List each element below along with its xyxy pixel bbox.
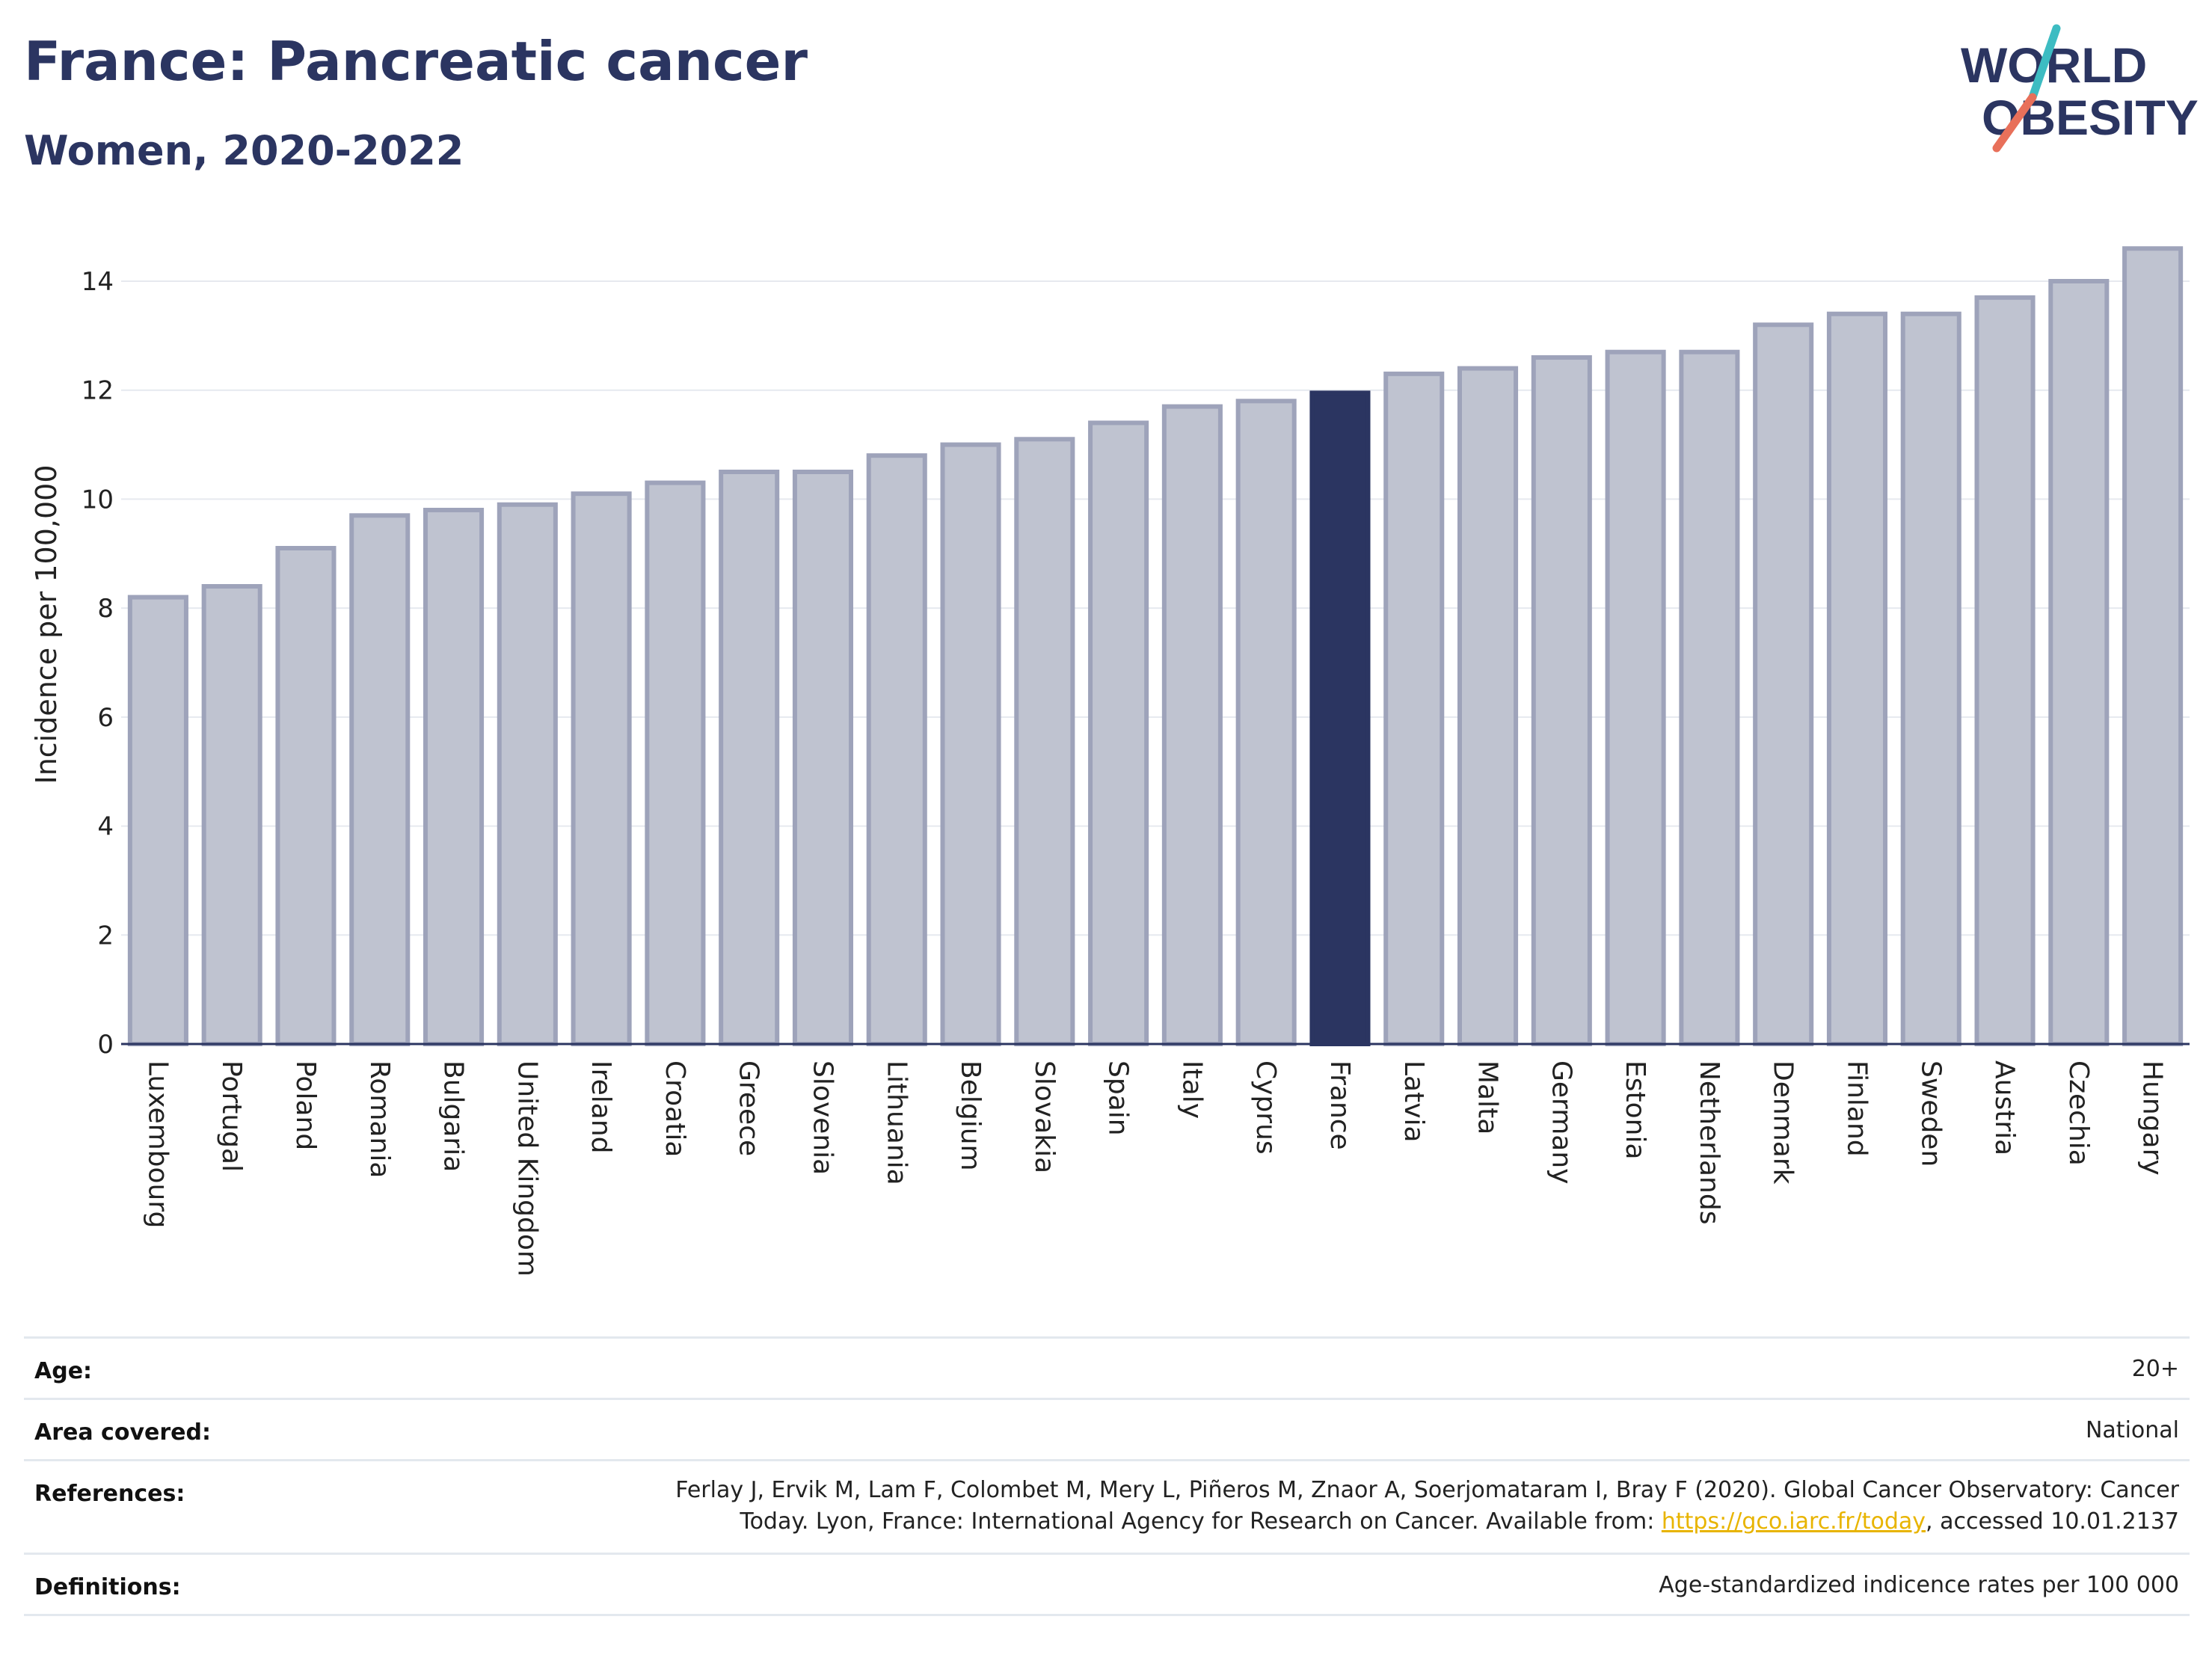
- x-tick-label: Ireland: [586, 1060, 616, 1154]
- info-table-bottom-border: [24, 1614, 2190, 1616]
- world-obesity-logo: WORLD OBESITY: [1961, 24, 2199, 153]
- chart-subtitle: Women, 2020-2022: [24, 127, 464, 174]
- y-tick-label: 6: [97, 703, 114, 733]
- bar-germany[interactable]: [1531, 355, 1592, 1046]
- bar-estonia[interactable]: [1605, 349, 1666, 1046]
- x-tick-label: Greece: [734, 1060, 764, 1156]
- bar-greece[interactable]: [719, 470, 780, 1046]
- y-tick-label: 10: [82, 485, 114, 515]
- bar-spain[interactable]: [1088, 420, 1149, 1046]
- references-line-2-pre: Today. Lyon, France: International Agenc…: [740, 1508, 1662, 1535]
- x-tick-label: Finland: [1841, 1060, 1872, 1157]
- bar-denmark[interactable]: [1753, 322, 1814, 1046]
- x-tick-label: Sweden: [1915, 1060, 1946, 1167]
- x-tick-label: Romania: [364, 1060, 395, 1178]
- bars: [127, 246, 2184, 1047]
- y-tick-label: 14: [82, 267, 114, 297]
- bar-romania[interactable]: [349, 513, 411, 1046]
- x-tick-label: Portugal: [216, 1060, 247, 1172]
- references-link[interactable]: https://gco.iarc.fr/today: [1661, 1508, 1926, 1535]
- y-tick-label: 8: [97, 594, 114, 624]
- x-tick-label: Estonia: [1620, 1060, 1650, 1160]
- x-tick-label: United Kingdom: [511, 1060, 542, 1277]
- bar-austria[interactable]: [1974, 295, 2036, 1047]
- bar-belgium[interactable]: [940, 442, 1001, 1046]
- bar-malta[interactable]: [1457, 366, 1519, 1047]
- bar-croatia[interactable]: [645, 480, 706, 1046]
- bar-cyprus[interactable]: [1235, 399, 1297, 1046]
- bar-latvia[interactable]: [1383, 371, 1445, 1047]
- x-tick-label: Netherlands: [1694, 1060, 1724, 1224]
- x-tick-label: Spain: [1103, 1060, 1134, 1136]
- x-tick-label: Italy: [1176, 1060, 1207, 1119]
- x-tick-label: Germany: [1546, 1060, 1576, 1184]
- y-tick-label: 12: [82, 376, 114, 406]
- bar-ireland[interactable]: [571, 491, 632, 1046]
- y-tick-label: 4: [97, 812, 114, 842]
- bar-netherlands[interactable]: [1679, 349, 1740, 1046]
- x-tick-label: Bulgaria: [438, 1060, 469, 1172]
- x-tick-label: Latvia: [1398, 1060, 1429, 1143]
- x-tick-label: Croatia: [660, 1060, 690, 1157]
- info-value-area: National: [2085, 1417, 2179, 1443]
- bar-sweden[interactable]: [1900, 311, 1961, 1046]
- bar-poland[interactable]: [275, 546, 337, 1046]
- x-tick-label: Hungary: [2137, 1060, 2168, 1176]
- chart-title: France: Pancreatic cancer: [24, 30, 808, 93]
- logo-slash-top: [2028, 24, 2061, 102]
- info-row-definitions: Definitions: Age-standardized indicence …: [24, 1553, 2190, 1616]
- info-row-age: Age: 20+: [24, 1336, 2190, 1400]
- info-value-references: Ferlay J, Ervik M, Lam F, Colombet M, Me…: [675, 1475, 2179, 1538]
- bar-lithuania[interactable]: [866, 453, 927, 1046]
- info-value-age: 20+: [2131, 1356, 2179, 1382]
- references-line-2-post: , accessed 10.01.2137: [1926, 1508, 2179, 1535]
- x-tick-label: Austria: [1989, 1060, 2020, 1155]
- bar-united-kingdom[interactable]: [497, 502, 558, 1046]
- x-tick-label: Cyprus: [1250, 1060, 1281, 1155]
- bar-france[interactable]: [1309, 390, 1371, 1046]
- bar-hungary[interactable]: [2122, 246, 2184, 1046]
- y-axis-label: Incidence per 100,000: [30, 464, 63, 784]
- references-line-2: Today. Lyon, France: International Agenc…: [675, 1506, 2179, 1538]
- bar-italy[interactable]: [1161, 404, 1223, 1046]
- bar-portugal[interactable]: [201, 584, 262, 1046]
- bar-czechia[interactable]: [2048, 279, 2110, 1046]
- references-line-1: Ferlay J, Ervik M, Lam F, Colombet M, Me…: [675, 1477, 2179, 1503]
- info-row-references: References: Ferlay J, Ervik M, Lam F, Co…: [24, 1459, 2190, 1555]
- info-label-area: Area covered:: [34, 1419, 211, 1446]
- x-tick-label: Poland: [290, 1060, 321, 1150]
- bar-slovenia[interactable]: [792, 470, 854, 1046]
- bar-luxembourg[interactable]: [127, 595, 188, 1046]
- x-tick-label: Slovakia: [1029, 1060, 1060, 1173]
- x-tick-label: Slovenia: [807, 1060, 838, 1175]
- info-label-references: References:: [34, 1481, 185, 1507]
- x-tick-label: Belgium: [955, 1060, 986, 1171]
- y-tick-label: 2: [97, 921, 114, 951]
- logo-slash-bottom: [1992, 93, 2037, 153]
- info-label-definitions: Definitions:: [34, 1574, 181, 1600]
- bar-chart: 0 2 4 6 8 10 12 14 Luxembourg Portugal Poland Roman…: [30, 246, 2190, 1277]
- bar-slovakia[interactable]: [1014, 437, 1075, 1046]
- x-tick-label: Lithuania: [881, 1060, 912, 1185]
- info-label-age: Age:: [34, 1358, 93, 1384]
- bar-bulgaria[interactable]: [423, 508, 485, 1046]
- axes: 0 2 4 6 8 10 12 14 Luxembourg Portugal Poland Roman…: [82, 267, 2190, 1277]
- bar-finland[interactable]: [1826, 311, 1888, 1046]
- info-row-area: Area covered: National: [24, 1398, 2190, 1461]
- x-tick-label: Denmark: [1768, 1060, 1798, 1185]
- x-tick-label: Malta: [1472, 1060, 1503, 1134]
- info-value-definitions: Age-standardized indicence rates per 100…: [1659, 1572, 2179, 1598]
- x-tick-label: Czechia: [2063, 1060, 2094, 1166]
- y-tick-label: 0: [97, 1030, 114, 1060]
- x-tick-label: Luxembourg: [142, 1060, 173, 1228]
- x-tick-label: France: [1324, 1060, 1355, 1150]
